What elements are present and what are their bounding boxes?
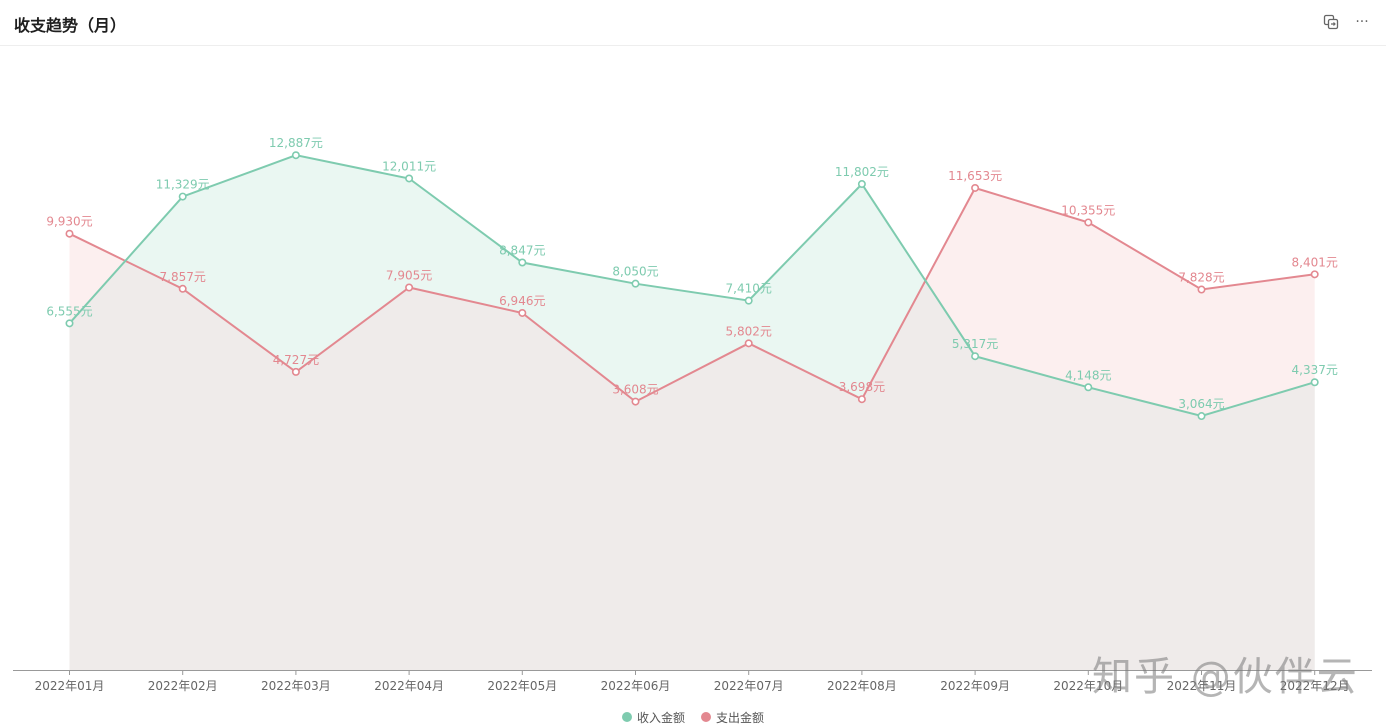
legend-item-income[interactable]: 收入金额	[621, 709, 685, 726]
legend-income-label: 收入金额	[636, 710, 685, 725]
income-point[interactable]	[178, 192, 187, 201]
income-point[interactable]	[65, 319, 74, 328]
income-data-label: 12,887元	[269, 136, 323, 150]
income-point[interactable]	[405, 174, 414, 183]
income-data-label: 8,847元	[499, 243, 545, 257]
legend-income-swatch	[621, 712, 632, 722]
income-point[interactable]	[1084, 383, 1093, 392]
income-point[interactable]	[744, 296, 753, 305]
income-point[interactable]	[1197, 412, 1206, 421]
x-tick-label: 2022年09月	[940, 679, 1010, 693]
expense-data-label: 7,857元	[160, 270, 206, 284]
expense-data-label: 10,355元	[1061, 203, 1115, 217]
income-point[interactable]	[971, 352, 980, 361]
expense-point[interactable]	[631, 397, 640, 406]
legend-expense-label: 支出金额	[716, 710, 765, 725]
x-tick-label: 2022年03月	[261, 679, 331, 693]
income-data-label: 3,064元	[1178, 397, 1224, 411]
x-tick-label: 2022年01月	[35, 679, 105, 693]
x-tick-label: 2022年12月	[1280, 679, 1350, 693]
income-point[interactable]	[291, 151, 300, 160]
x-tick-label: 2022年05月	[487, 679, 557, 693]
x-tick-label: 2022年04月	[374, 679, 444, 693]
income-data-label: 6,555元	[46, 304, 92, 318]
expense-data-label: 4,727元	[273, 353, 319, 367]
expense-point[interactable]	[405, 283, 414, 292]
income-data-label: 4,148元	[1065, 368, 1111, 382]
income-data-label: 7,410元	[726, 282, 772, 296]
income-data-label: 12,011元	[382, 159, 436, 173]
legend-item-expense[interactable]: 支出金额	[701, 709, 764, 726]
expense-data-label: 6,946元	[499, 294, 545, 308]
expense-data-label: 3,608元	[612, 383, 658, 397]
line-area-chart: 2022年01月 2022年02月 2022年03月 2022年04月 2022年05月…	[13, 136, 1372, 693]
more-options-icon[interactable]: ···	[1355, 14, 1369, 30]
expense-point[interactable]	[1084, 218, 1093, 227]
income-point[interactable]	[631, 279, 640, 288]
expense-point[interactable]	[1197, 285, 1206, 294]
expense-point[interactable]	[65, 229, 74, 238]
income-point[interactable]	[518, 258, 527, 267]
expense-point[interactable]	[971, 183, 980, 192]
expense-data-label: 7,905元	[386, 269, 432, 283]
expense-point[interactable]	[1310, 270, 1319, 279]
expense-point[interactable]	[518, 308, 527, 317]
income-data-label: 11,802元	[835, 165, 889, 179]
expense-point[interactable]	[857, 395, 866, 404]
x-tick-label: 2022年06月	[601, 679, 671, 693]
income-point[interactable]	[1310, 378, 1319, 387]
expense-point[interactable]	[744, 339, 753, 348]
expense-point[interactable]	[291, 367, 300, 376]
expense-point[interactable]	[178, 284, 187, 293]
x-tick-label: 2022年02月	[148, 679, 218, 693]
income-line	[68, 154, 1315, 418]
expense-data-label: 8,401元	[1292, 255, 1338, 269]
x-tick-label: 2022年08月	[827, 679, 897, 693]
x-tick-label: 2022年11月	[1167, 679, 1237, 693]
income-point[interactable]	[857, 180, 866, 189]
expense-data-label: 7,828元	[1178, 271, 1224, 285]
card-header: 收支趋势（月） ···	[0, 0, 1386, 46]
chart-legend: 收入金额 支出金额	[0, 708, 1386, 726]
legend-expense-swatch	[701, 712, 711, 722]
income-data-label: 5,317元	[952, 337, 998, 351]
expense-data-label: 11,653元	[948, 169, 1002, 183]
export-icon[interactable]	[1321, 12, 1341, 32]
expense-data-label: 3,698元	[839, 380, 885, 394]
expense-data-label: 5,802元	[726, 324, 772, 338]
income-data-label: 11,329元	[156, 178, 210, 192]
x-tick-label: 2022年07月	[714, 679, 784, 693]
income-data-label: 8,050元	[612, 265, 658, 279]
x-tick-label: 2022年10月	[1053, 679, 1123, 693]
expense-data-label: 9,930元	[46, 215, 92, 229]
expense-line	[69, 186, 1315, 403]
income-data-label: 4,337元	[1292, 363, 1338, 377]
chart-title: 收支趋势（月）	[14, 16, 127, 35]
